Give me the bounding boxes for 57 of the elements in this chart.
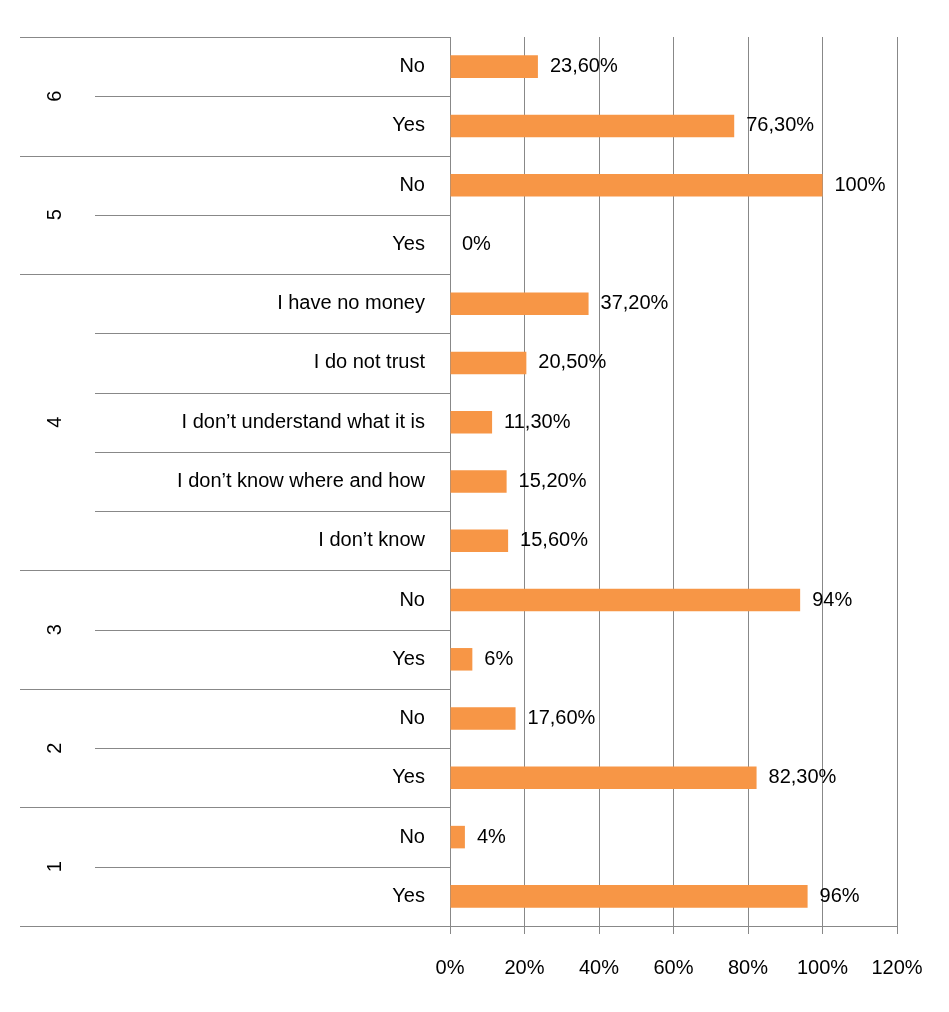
text: 4: [42, 416, 65, 428]
y-tick-label: I have no money: [277, 291, 425, 314]
data-label: 17,60%: [527, 706, 596, 729]
data-label: 15,60%: [520, 528, 589, 551]
y-tick-label: Yes: [392, 646, 425, 669]
text: 3: [42, 624, 65, 636]
data-label: 20,50%: [538, 350, 607, 373]
bar: [450, 410, 493, 434]
y-tick-label: I don’t understand what it is: [181, 409, 425, 432]
y-tick-label: No: [399, 706, 425, 729]
y-tick-label: Yes: [392, 883, 425, 906]
x-tick-label: 40%: [578, 955, 620, 978]
x-tick-label: 0%: [435, 955, 465, 978]
bar: [450, 114, 735, 138]
text: 5: [42, 209, 65, 221]
bar: [450, 648, 473, 671]
x-tick-label: 20%: [504, 955, 545, 978]
x-tick-label: 60%: [653, 955, 694, 978]
bar: [450, 529, 509, 553]
y-tick-label: Yes: [392, 765, 425, 788]
y-tick-label: No: [399, 587, 425, 610]
data-label: 15,20%: [518, 469, 587, 492]
bar: [450, 351, 527, 375]
data-label: 96%: [819, 883, 860, 906]
data-label: 23,60%: [549, 54, 618, 77]
data-label: 0%: [462, 231, 492, 254]
bar: [450, 292, 589, 315]
text: 1: [42, 861, 65, 873]
data-label: 11,30%: [504, 409, 571, 432]
y-tick-label: Yes: [392, 113, 425, 136]
text: 2: [42, 742, 65, 754]
data-label: 6%: [484, 646, 514, 669]
x-tick-label: 120%: [871, 955, 923, 978]
bar: [450, 825, 465, 849]
bar: [450, 588, 801, 612]
bar: [450, 470, 507, 493]
bar: [450, 173, 823, 197]
bar: [450, 55, 538, 78]
y-tick-label: I don’t know: [318, 528, 426, 551]
text: 6: [42, 90, 65, 102]
y-tick-label: I do not trust: [313, 350, 426, 373]
data-label: 37,20%: [600, 291, 669, 314]
y-tick-label: No: [399, 824, 425, 847]
data-label: 82,30%: [768, 765, 837, 788]
data-label: 94%: [812, 587, 853, 610]
bar: [450, 766, 757, 790]
y-tick-label: No: [399, 54, 425, 77]
x-tick-label: 80%: [727, 955, 769, 978]
bar: [450, 707, 516, 730]
data-label: 76,30%: [746, 113, 815, 136]
data-label: 4%: [476, 824, 507, 847]
bar: [450, 885, 808, 908]
y-tick-label: No: [399, 172, 425, 195]
data-label: 100%: [834, 172, 886, 195]
y-tick-label: I don’t know where and how: [177, 469, 426, 492]
x-tick-label: 100%: [796, 955, 849, 978]
y-tick-label: Yes: [392, 231, 425, 254]
